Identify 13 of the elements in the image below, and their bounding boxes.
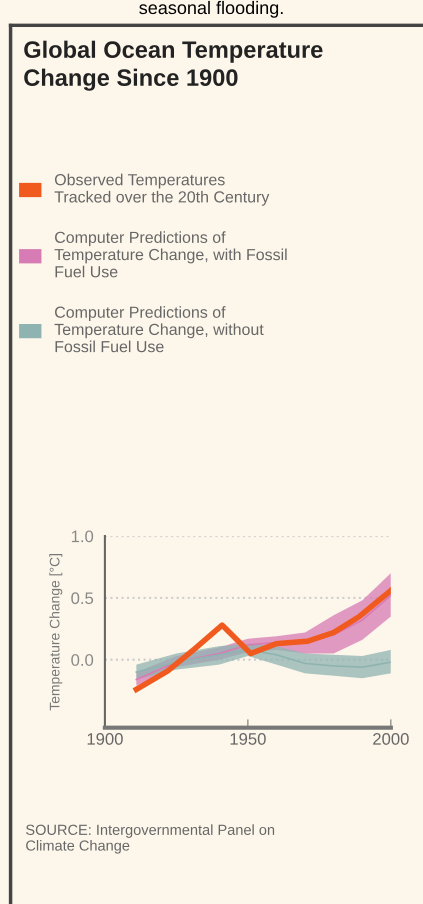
y-tick-label: 1.0 <box>72 530 94 542</box>
x-tick-label: 1950 <box>230 733 266 745</box>
text: seasonal flooding. <box>139 0 283 18</box>
x-tick-label: 2000 <box>373 733 409 745</box>
chart-title: Global Ocean Temperature Change Since 1900 <box>24 40 323 91</box>
legend-label: Computer Predictions of Temperature Change, with Fossil Fuel Use <box>54 231 287 278</box>
legend-label: Computer Predictions of Temperature Change, without Fossil Fuel Use <box>54 306 264 352</box>
x-tick-label: 1900 <box>88 733 123 745</box>
y-tick-label: 0.5 <box>71 592 94 604</box>
source-note: SOURCE: Intergovernmental Panel on Climate Change <box>26 824 274 854</box>
y-axis-title: Temperature Change [°C] <box>49 554 62 710</box>
legend-label: Observed Temperatures Tracked over the 20th Century <box>54 174 270 206</box>
y-tick-label: 0.0 <box>71 654 94 666</box>
